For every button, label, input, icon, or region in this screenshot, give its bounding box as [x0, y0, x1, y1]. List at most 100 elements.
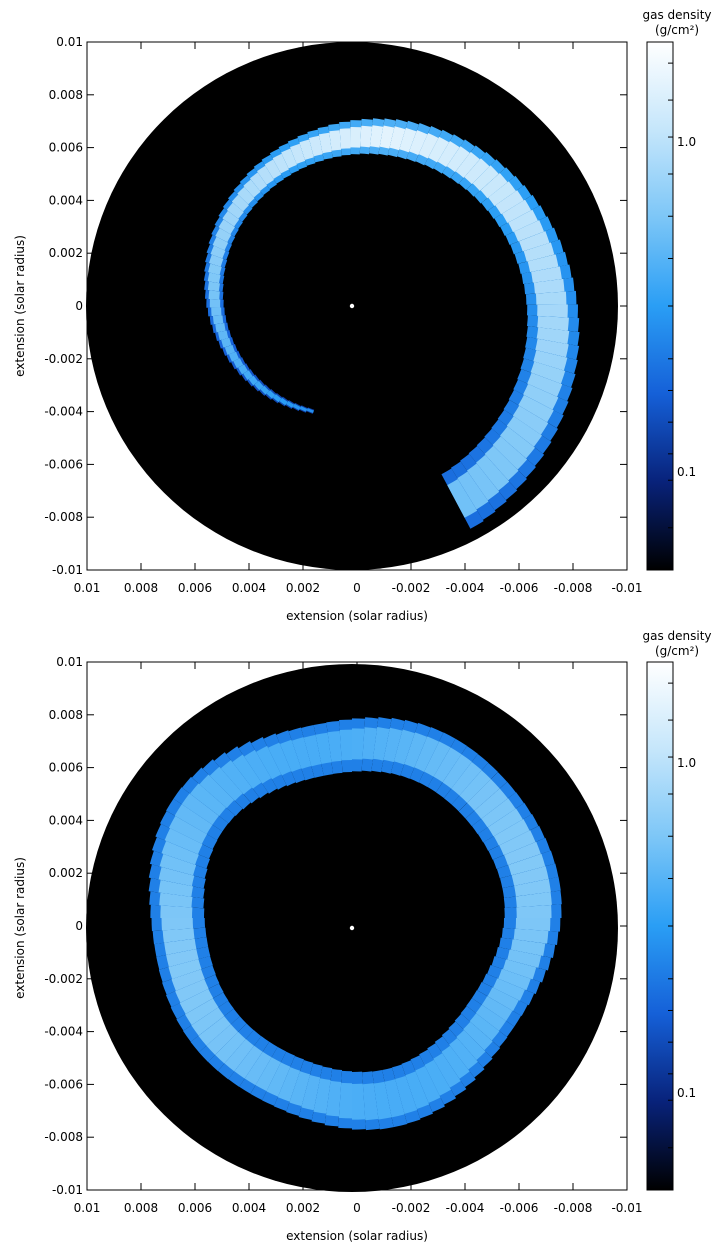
- y-tick-label: -0.01: [52, 563, 83, 577]
- spiral-arm-cell: [530, 361, 566, 384]
- gas-ring-cell: [168, 815, 207, 844]
- spiral-arm-cell: [535, 291, 567, 305]
- gas-ring-cell: [493, 819, 530, 846]
- y-tick-label: 0.002: [49, 246, 83, 260]
- spiral-arm-cell: [299, 139, 314, 160]
- x-tick-label: -0.01: [611, 1201, 642, 1215]
- spiral-arm-cell: [437, 141, 460, 168]
- spiral-arm-cell: [207, 281, 220, 292]
- gas-ring-cell: [234, 1045, 263, 1079]
- y-tick-label: 0.006: [49, 761, 83, 775]
- spiral-arm-cell: [286, 400, 295, 408]
- y-tick-label: -0.006: [44, 1077, 83, 1091]
- gas-ring-cell: [164, 938, 197, 955]
- x-tick-label: -0.01: [611, 581, 642, 595]
- gas-ring-cell: [372, 727, 390, 761]
- density-plot-bottom: 0.01 0.008 0.006 0.004 0.002 0 -0.002 -0.004 -0.…: [13, 629, 712, 1243]
- spiral-arm-cell: [480, 172, 508, 199]
- y-tick-label: 0.004: [49, 813, 83, 827]
- gas-ring-cell: [255, 1057, 281, 1092]
- gas-ring-cell: [158, 866, 195, 887]
- spiral-arm-cell: [208, 254, 224, 267]
- x-tick-label: -0.004: [446, 581, 485, 595]
- spiral-arm-cell: [512, 405, 549, 435]
- gas-ring-cell: [507, 949, 542, 968]
- gas-ring-cell: [487, 987, 519, 1011]
- gas-ring-cell: [279, 739, 302, 773]
- colorbar-tick-label: 1.0: [677, 135, 696, 149]
- gas-ring-cell: [215, 1031, 246, 1064]
- gas-ring-cell: [511, 866, 549, 886]
- y-tick-label: -0.002: [44, 352, 83, 366]
- gas-ring-cell: [191, 1007, 225, 1036]
- spiral-arm-cell: [279, 397, 288, 406]
- spiral-arm-cell: [237, 186, 255, 205]
- spiral-arm-cell: [537, 315, 569, 331]
- spiral-arm-cell: [472, 165, 499, 191]
- spiral-arm-cell: [228, 351, 239, 362]
- gas-ring-cell: [168, 959, 202, 980]
- spiral-arm-cell: [299, 406, 308, 412]
- gas-ring-cell: [301, 1075, 321, 1111]
- gas-ring-cell: [220, 760, 252, 795]
- x-tick-label: -0.008: [554, 581, 593, 595]
- colorbar-title: gas density: [642, 629, 711, 643]
- x-tick-label: 0.01: [74, 1201, 101, 1215]
- spiral-arm-cell: [457, 471, 489, 510]
- gas-ring-cell: [185, 998, 219, 1026]
- gas-ring-cell: [161, 841, 199, 865]
- y-axis-title: extension (solar radius): [13, 857, 27, 999]
- x-tick-label: -0.006: [500, 581, 539, 595]
- colorbar-tick-label: 0.1: [677, 465, 696, 479]
- x-tick-label: 0.002: [286, 1201, 320, 1215]
- colorbar-title: gas density: [642, 8, 711, 22]
- spiral-arm-cell: [243, 370, 253, 381]
- gas-ring-cell: [513, 928, 549, 944]
- spiral-arm-cell: [264, 159, 282, 179]
- gas-ring-cell: [291, 737, 312, 770]
- axis-ticks: 0.01 0.008 0.006 0.004 0.002 0 -0.002 -0.004 -0.…: [44, 655, 642, 1215]
- spiral-arm-cell: [243, 179, 261, 198]
- gas-ring-cell: [498, 968, 531, 991]
- colorbar-tick-label: 0.1: [677, 1086, 696, 1100]
- gas-ring-cell: [174, 804, 213, 835]
- spiral-arm-cell: [212, 315, 224, 325]
- gas-ring-cell: [510, 939, 546, 957]
- gas-ring-cell: [393, 729, 415, 765]
- gas-ring-cell: [277, 1067, 301, 1102]
- y-tick-label: 0: [75, 299, 83, 313]
- gas-ring-cell: [315, 732, 332, 764]
- y-tick-label: 0.01: [56, 35, 83, 49]
- x-tick-label: 0.008: [124, 581, 158, 595]
- spiral-arm-cell: [215, 323, 226, 333]
- gas-ring-cell: [313, 1078, 331, 1114]
- spiral-arm-cell: [211, 307, 222, 317]
- spiral-arm-cell: [260, 385, 270, 395]
- gas-ring-cell: [327, 731, 342, 762]
- gas-ring-cell: [209, 766, 243, 801]
- gas-ring-cell: [442, 754, 472, 789]
- gas-ring-cell: [383, 727, 403, 763]
- spiral-arm-cell: [446, 146, 470, 173]
- gas-ring-cell: [244, 749, 272, 784]
- gas-ring-cell: [158, 879, 194, 897]
- spiral-arm-cell: [209, 299, 221, 308]
- gas-ring-cell: [352, 1083, 366, 1120]
- spiral-arm-cell: [535, 338, 569, 358]
- gas-ring-cell: [499, 830, 536, 856]
- gas-ring-cell: [164, 828, 203, 855]
- spiral-arm-cell: [513, 220, 544, 242]
- x-tick-label: 0.004: [232, 581, 266, 595]
- y-tick-label: -0.008: [44, 1130, 83, 1144]
- spiral-arm-cell: [289, 143, 306, 164]
- gas-ring-cell: [179, 988, 214, 1015]
- gas-ring-cell: [171, 969, 205, 991]
- spiral-arm-cell: [215, 227, 232, 243]
- spiral-arm-cell: [455, 151, 480, 178]
- y-tick-label: -0.006: [44, 457, 83, 471]
- gas-ring-cell: [404, 732, 428, 768]
- spiral-arm-cell: [523, 242, 555, 262]
- spiral-arm-cell: [281, 148, 297, 169]
- gas-ring-cell: [384, 1079, 405, 1118]
- spiral-arm-cell: [399, 127, 417, 153]
